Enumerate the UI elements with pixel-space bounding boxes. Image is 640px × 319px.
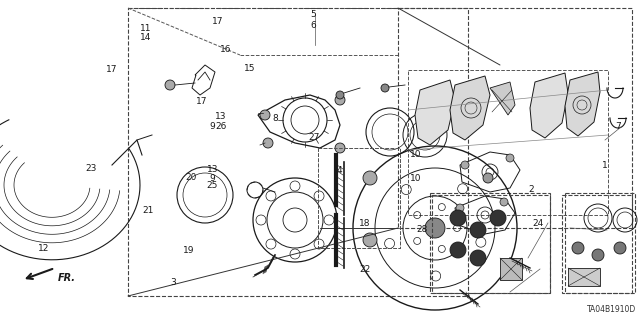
Text: 28: 28 bbox=[417, 225, 428, 234]
Circle shape bbox=[450, 242, 466, 258]
Text: 19: 19 bbox=[183, 246, 195, 255]
Text: 17: 17 bbox=[106, 65, 118, 74]
Circle shape bbox=[470, 250, 486, 266]
Bar bbox=[432, 195, 550, 293]
Polygon shape bbox=[530, 73, 568, 138]
Circle shape bbox=[335, 143, 345, 153]
Circle shape bbox=[260, 110, 270, 120]
Text: 23: 23 bbox=[85, 164, 97, 173]
Bar bbox=[398, 8, 632, 228]
Text: 10: 10 bbox=[410, 174, 422, 183]
Text: 22: 22 bbox=[359, 265, 371, 274]
Text: 11: 11 bbox=[140, 24, 152, 33]
Polygon shape bbox=[565, 72, 600, 136]
Text: 9: 9 bbox=[210, 174, 215, 183]
Text: 26: 26 bbox=[215, 122, 227, 130]
Text: 9: 9 bbox=[210, 122, 215, 130]
Circle shape bbox=[500, 198, 508, 206]
Text: 2: 2 bbox=[529, 185, 534, 194]
Text: 15: 15 bbox=[244, 64, 255, 73]
Text: 14: 14 bbox=[140, 33, 152, 42]
Circle shape bbox=[483, 173, 493, 183]
Text: 12: 12 bbox=[38, 244, 49, 253]
Text: 3: 3 bbox=[170, 278, 175, 287]
Bar bbox=[128, 8, 468, 296]
Text: 13: 13 bbox=[207, 165, 218, 174]
Bar bbox=[500, 258, 522, 280]
Circle shape bbox=[363, 171, 377, 185]
Text: TA04B1910D: TA04B1910D bbox=[587, 305, 636, 314]
Bar bbox=[430, 193, 550, 293]
Polygon shape bbox=[415, 80, 455, 145]
Bar bbox=[408, 70, 608, 215]
Text: 7: 7 bbox=[615, 122, 620, 130]
Circle shape bbox=[456, 204, 464, 212]
Text: 21: 21 bbox=[143, 206, 154, 215]
Bar bbox=[562, 195, 632, 293]
Circle shape bbox=[381, 84, 389, 92]
Text: 25: 25 bbox=[207, 181, 218, 189]
Text: 6: 6 bbox=[311, 21, 316, 30]
Text: 4: 4 bbox=[337, 166, 342, 175]
Text: 18: 18 bbox=[359, 219, 371, 228]
Text: FR.: FR. bbox=[58, 273, 76, 283]
Text: 24: 24 bbox=[532, 219, 543, 228]
Bar bbox=[568, 268, 600, 286]
Text: 8: 8 bbox=[273, 114, 278, 122]
Circle shape bbox=[490, 210, 506, 226]
Text: 16: 16 bbox=[220, 45, 231, 54]
Circle shape bbox=[470, 222, 486, 238]
Text: 27: 27 bbox=[308, 133, 319, 142]
Circle shape bbox=[506, 154, 514, 162]
Circle shape bbox=[165, 80, 175, 90]
Bar bbox=[318, 148, 400, 248]
Text: 17: 17 bbox=[212, 17, 223, 26]
Circle shape bbox=[425, 218, 445, 238]
Text: 10: 10 bbox=[410, 150, 422, 159]
Circle shape bbox=[572, 242, 584, 254]
Circle shape bbox=[336, 91, 344, 99]
Text: 5: 5 bbox=[311, 10, 316, 19]
Circle shape bbox=[363, 233, 377, 247]
Circle shape bbox=[335, 95, 345, 105]
Circle shape bbox=[450, 210, 466, 226]
Bar bbox=[318, 148, 400, 248]
Text: 17: 17 bbox=[196, 97, 207, 106]
Polygon shape bbox=[490, 82, 515, 115]
Text: 13: 13 bbox=[215, 112, 227, 121]
Circle shape bbox=[592, 249, 604, 261]
Polygon shape bbox=[450, 76, 490, 140]
Circle shape bbox=[461, 161, 469, 169]
Text: 20: 20 bbox=[185, 173, 196, 182]
Text: 1: 1 bbox=[602, 161, 607, 170]
Circle shape bbox=[614, 242, 626, 254]
Bar bbox=[565, 193, 635, 293]
Circle shape bbox=[263, 138, 273, 148]
